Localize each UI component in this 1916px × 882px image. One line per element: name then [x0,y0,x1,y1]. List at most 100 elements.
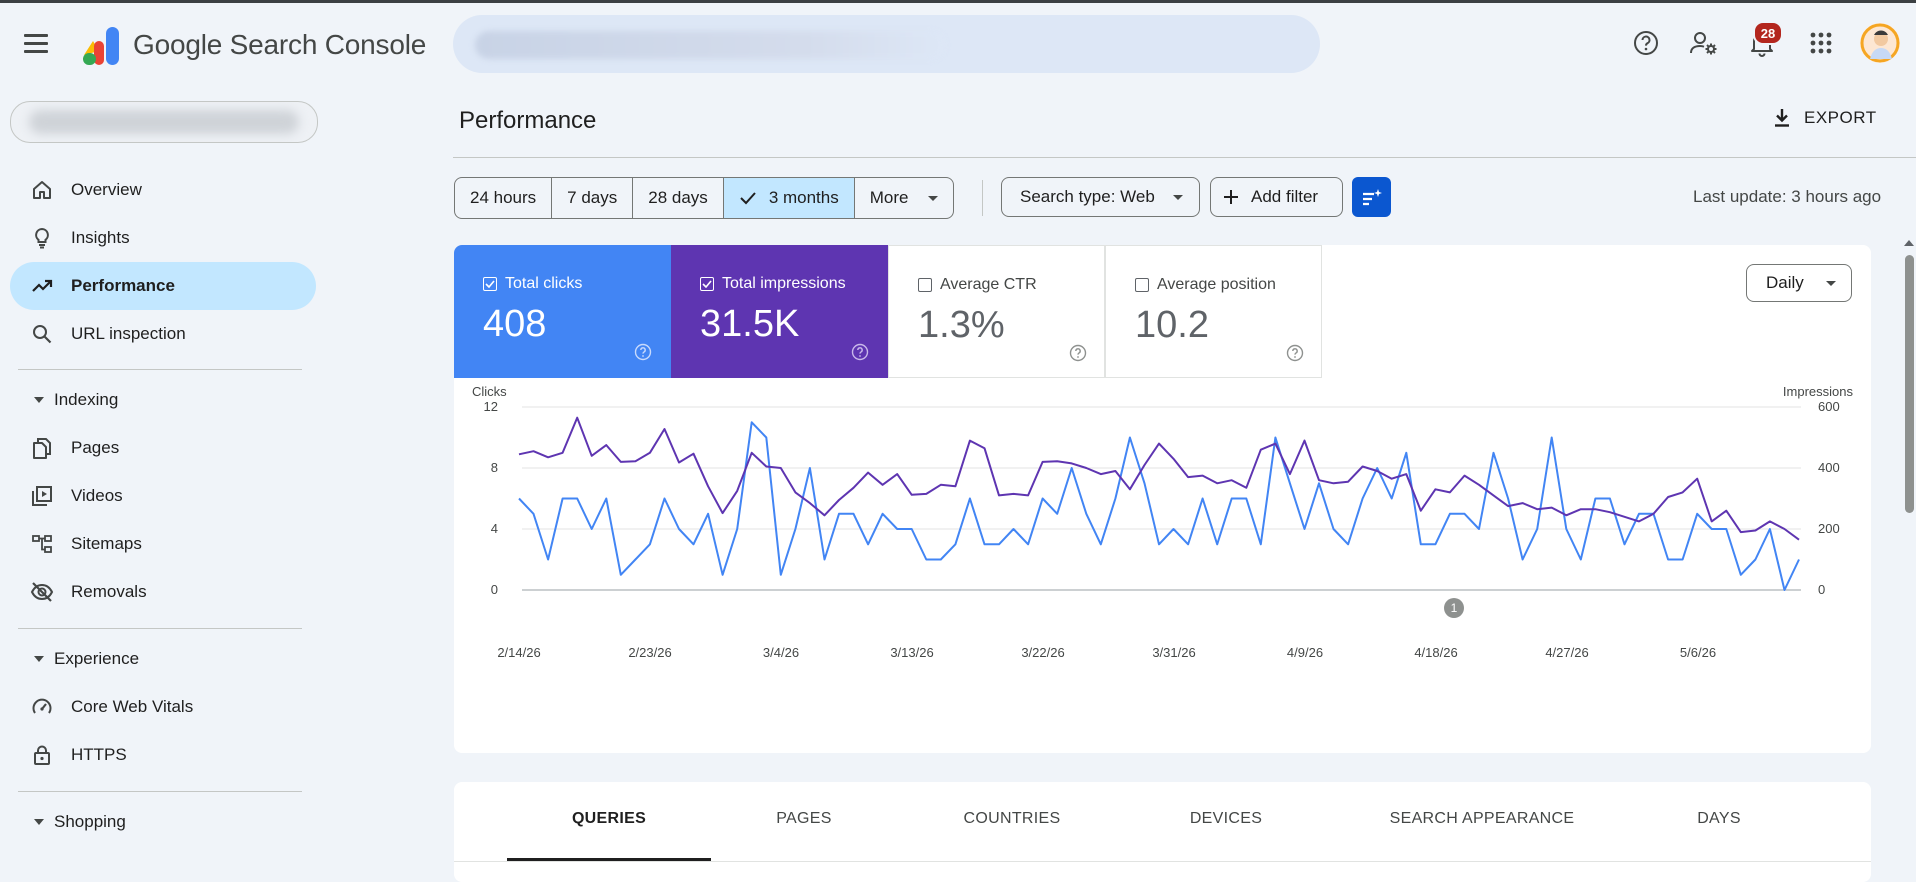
sidebar-item-label: Insights [71,228,130,247]
sidebar-item-label: Pages [71,438,120,457]
dimension-tabs-card: QUERIES PAGES COUNTRIES DEVICES SEARCH A… [454,782,1871,882]
filter-settings-button[interactable] [1352,177,1391,217]
dropdown-arrow-icon [928,195,939,201]
search-input[interactable] [453,15,1320,73]
sidebar-section-shopping[interactable]: Shopping [18,802,308,842]
help-icon[interactable] [851,343,869,361]
apps-grid-icon[interactable] [1805,27,1837,59]
video-icon [30,484,54,508]
sidebar-item-label: Videos [71,486,123,505]
home-icon [30,178,54,202]
sidebar-item-https[interactable]: HTTPS [10,731,316,779]
tab-queries[interactable]: QUERIES [571,810,647,827]
right-tick-label: 600 [1818,399,1840,414]
sidebar-divider [18,369,302,370]
user-avatar[interactable] [1860,23,1900,63]
sidebar-item-performance[interactable]: Performance [10,262,316,310]
sidebar-item-label: URL inspection [71,324,186,343]
scroll-up-arrow-icon[interactable] [1904,240,1914,246]
left-tick-label: 12 [484,399,498,414]
lightbulb-icon [30,226,54,250]
checkbox-checked-icon [483,277,497,291]
search-icon [30,322,54,346]
sidebar-item-overview[interactable]: Overview [10,166,316,214]
sidebar-section-label: Shopping [54,812,126,831]
tab-countries[interactable]: COUNTRIES [963,810,1061,827]
help-icon[interactable] [634,343,652,361]
sitemap-icon [30,532,54,556]
metric-label: Total impressions [722,275,846,292]
metric-label: Total clicks [505,275,583,292]
export-button[interactable]: EXPORT [1772,98,1892,138]
app-header: Google Search Console 28 [0,3,1916,81]
page-header-divider [453,157,1916,158]
dropdown-arrow-icon [1172,194,1183,200]
sidebar-item-removals[interactable]: Removals [10,568,316,616]
download-icon [1775,109,1789,127]
date-range-24-hours[interactable]: 24 hours [455,178,553,218]
annotation-marker [1444,598,1464,618]
date-range-28-days[interactable]: 28 days [633,178,724,218]
x-tick-label: 3/22/26 [1021,645,1064,660]
property-selector[interactable] [10,101,318,143]
caret-down-icon [34,656,44,662]
right-tick-label: 0 [1818,582,1825,597]
left-tick-label: 0 [491,582,498,597]
sidebar-item-core-web-vitals[interactable]: Core Web Vitals [10,683,316,731]
x-tick-label: 4/27/26 [1545,645,1588,660]
metric-value: 31.5K [700,303,800,345]
caret-down-icon [34,397,44,403]
checkbox-unchecked-icon [1135,278,1149,292]
x-tick-label: 3/31/26 [1152,645,1195,660]
scrollbar-thumb[interactable] [1905,255,1914,513]
app-title: Google Search Console [133,29,427,60]
date-range-7-days[interactable]: 7 days [552,178,634,218]
date-range-selector: 24 hours 7 days 28 days 3 months More [454,177,955,219]
metric-value: 10.2 [1135,304,1209,346]
sidebar-item-sitemaps[interactable]: Sitemaps [10,520,316,568]
date-range-3-months[interactable]: 3 months [723,178,855,218]
redacted-property-name [29,110,299,134]
right-axis-title: Impressions [1783,385,1854,399]
granularity-label: Daily [1766,273,1804,292]
sidebar-section-experience[interactable]: Experience [18,639,308,679]
performance-chart-card: Total clicks 408 Total impressions 31.5K… [454,245,1871,753]
series-line-impressions [518,416,1800,541]
sidebar-item-url-inspection[interactable]: URL inspection [10,310,316,358]
tab-devices[interactable]: DEVICES [1189,810,1263,827]
sidebar-item-videos[interactable]: Videos [10,472,316,520]
metric-value: 408 [483,303,547,345]
metric-average-ctr[interactable]: Average CTR 1.3% [888,245,1105,378]
toolbar-divider [982,180,983,216]
metric-total-impressions[interactable]: Total impressions 31.5K [671,245,888,378]
left-axis-title: Clicks [472,385,507,399]
left-tick-label: 4 [491,521,498,536]
tab-days[interactable]: DAYS [1697,810,1741,827]
performance-line-chart[interactable]: Clicks Impressions 12 600 8 400 4 200 0 0 2/14/26 2… [454,385,1871,715]
sidebar-item-insights[interactable]: Insights [10,214,316,262]
tabs-divider [454,861,1871,862]
sidebar-section-indexing[interactable]: Indexing [18,380,308,420]
sidebar-divider [18,791,302,792]
main-menu-button[interactable] [24,28,60,58]
help-icon[interactable] [1069,344,1087,362]
search-type-filter[interactable]: Search type: Web [1001,177,1200,217]
sidebar-item-label: Performance [71,276,175,295]
sidebar-item-pages[interactable]: Pages [10,424,316,472]
sidebar: Overview Insights Performance URL inspec… [0,81,320,867]
x-tick-label: 3/4/26 [763,645,799,660]
manage-users-icon[interactable] [1688,27,1720,59]
series-line-clicks [518,421,1800,591]
metric-average-position[interactable]: Average position 10.2 [1105,245,1322,378]
help-icon[interactable] [1630,27,1662,59]
sidebar-item-label: Sitemaps [71,534,142,553]
add-filter-button[interactable]: Add filter [1210,177,1343,217]
tab-pages[interactable]: PAGES [776,810,832,827]
granularity-dropdown[interactable]: Daily [1746,264,1852,302]
metric-label: Average CTR [940,276,1037,293]
date-range-more[interactable]: More [855,178,954,218]
help-icon[interactable] [1286,344,1304,362]
tab-search-appearance[interactable]: SEARCH APPEARANCE [1389,810,1575,827]
metric-label: Average position [1157,276,1276,293]
metric-total-clicks[interactable]: Total clicks 408 [454,245,671,378]
